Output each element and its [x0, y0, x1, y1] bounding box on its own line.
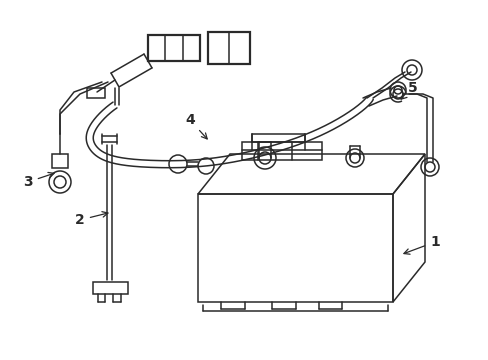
Bar: [242, 142, 321, 160]
Bar: [207, 32, 249, 64]
Text: 5: 5: [400, 81, 417, 99]
Bar: [52, 154, 68, 168]
Text: 1: 1: [403, 235, 439, 254]
Text: 4: 4: [185, 113, 207, 139]
Text: 3: 3: [23, 172, 54, 189]
Text: 2: 2: [75, 212, 108, 227]
Bar: [148, 35, 200, 61]
Bar: [93, 282, 128, 294]
Bar: [87, 88, 105, 98]
